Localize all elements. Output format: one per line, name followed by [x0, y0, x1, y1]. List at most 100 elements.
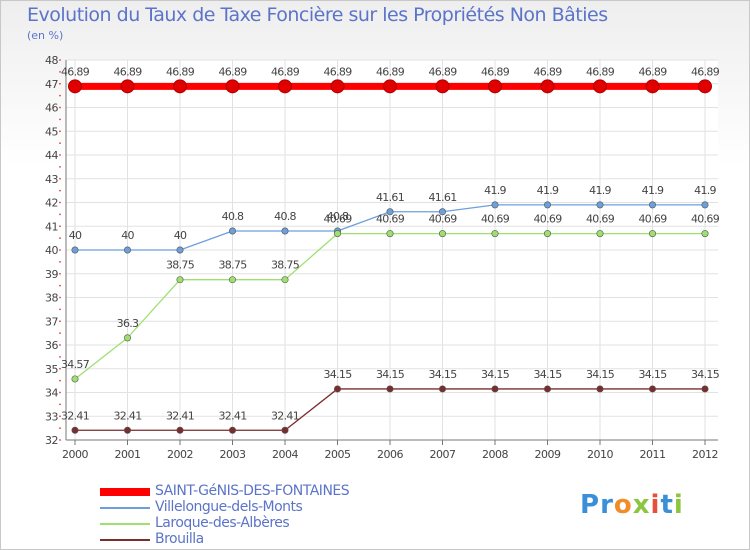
series-point-3	[229, 426, 237, 434]
series-point-0	[330, 79, 345, 94]
series-point-3	[438, 385, 446, 393]
y-tick-label: 46	[45, 102, 58, 115]
data-label-0: 46.89	[534, 65, 563, 78]
y-tick-label: 35	[45, 363, 58, 376]
logo-letter: i	[673, 490, 684, 520]
data-label-1: 40.8	[327, 210, 349, 223]
data-label-3: 34.15	[324, 368, 353, 381]
series-point-3	[596, 385, 604, 393]
data-label-2: 38.75	[166, 259, 195, 272]
axis-dot	[59, 237, 61, 240]
data-label-1: 41.9	[537, 184, 559, 197]
axis-dot	[59, 415, 61, 418]
axis-dot	[59, 367, 61, 370]
series-point-2	[543, 230, 551, 238]
y-tick-label: 41	[45, 220, 58, 233]
axis-dot	[59, 130, 61, 133]
data-label-3: 34.15	[639, 368, 668, 381]
logo-letter: i	[650, 490, 661, 520]
data-label-0: 46.89	[61, 65, 90, 78]
axis-dot	[59, 189, 61, 192]
x-tick-label: 2000	[62, 448, 88, 461]
series-point-2	[648, 230, 656, 238]
axis-dot	[59, 165, 61, 168]
series-point-1	[229, 227, 237, 235]
x-tick-label: 2006	[377, 448, 403, 461]
y-tick-label: 40	[45, 244, 58, 257]
data-label-2: 38.75	[271, 259, 300, 272]
series-point-3	[701, 385, 709, 393]
axis-dot	[59, 272, 61, 275]
data-label-0: 46.89	[324, 65, 353, 78]
data-label-0: 46.89	[586, 65, 615, 78]
legend-label: Brouilla	[155, 531, 204, 547]
series-point-1	[596, 201, 604, 209]
axis-dot	[59, 59, 61, 61]
series-point-2	[124, 334, 132, 342]
series-point-1	[701, 201, 709, 209]
legend-label: SAINT-GéNIS-DES-FONTAINES	[155, 483, 350, 499]
series-point-1	[281, 227, 289, 235]
axis-dot	[59, 213, 61, 216]
series-point-2	[71, 375, 79, 383]
data-label-2: 36.3	[117, 317, 139, 330]
legend-swatch	[100, 523, 150, 525]
data-label-3: 32.41	[166, 409, 194, 422]
data-label-0: 46.89	[639, 65, 668, 78]
series-point-2	[701, 230, 709, 238]
data-label-2: 40.69	[376, 213, 405, 226]
data-label-2: 40.69	[586, 213, 615, 226]
data-label-1: 40.8	[222, 210, 244, 223]
data-label-3: 32.41	[61, 409, 89, 422]
series-point-3	[648, 385, 656, 393]
x-tick-label: 2002	[167, 448, 193, 461]
x-tick-label: 2007	[430, 448, 456, 461]
data-label-0: 46.89	[481, 65, 510, 78]
series-point-0	[120, 79, 135, 94]
data-label-2: 34.57	[61, 358, 90, 371]
series-point-2	[333, 230, 341, 238]
axis-dot	[59, 225, 61, 228]
y-tick-label: 44	[45, 149, 58, 162]
data-label-1: 40.8	[274, 210, 296, 223]
x-tick-label: 2003	[220, 448, 246, 461]
series-point-0	[540, 79, 555, 94]
series-point-1	[176, 246, 184, 254]
x-tick-label: 2005	[325, 448, 351, 461]
chart-subtitle: (en %)	[27, 29, 64, 42]
data-label-1: 41.9	[589, 184, 611, 197]
x-tick-label: 2011	[640, 448, 666, 461]
axis-dot	[59, 391, 61, 394]
x-tick-label: 2001	[115, 448, 141, 461]
axis-dot	[59, 177, 61, 180]
series-point-2	[438, 230, 446, 238]
series-point-3	[333, 385, 341, 393]
y-tick-label: 42	[45, 197, 58, 210]
y-tick-label: 36	[45, 339, 58, 352]
y-tick-label: 32	[45, 434, 58, 447]
series-point-2	[229, 276, 237, 284]
series-point-0	[68, 79, 82, 94]
axis-dot	[59, 260, 61, 263]
axis-dot	[59, 94, 61, 97]
series-point-2	[176, 276, 184, 284]
data-label-1: 41.61	[429, 191, 457, 204]
data-label-3: 34.15	[376, 368, 405, 381]
y-tick-label: 43	[45, 173, 58, 186]
x-tick-label: 2008	[482, 448, 508, 461]
series-point-3	[124, 426, 132, 434]
axis-dot	[59, 332, 61, 335]
series-point-0	[278, 79, 292, 94]
axis-dot	[59, 106, 61, 109]
series-point-0	[645, 79, 660, 94]
series-point-0	[173, 79, 187, 94]
axis-dot	[59, 344, 61, 346]
data-label-1: 40	[121, 229, 134, 242]
series-point-3	[176, 426, 184, 434]
data-label-0: 46.89	[219, 65, 248, 78]
y-tick-label: 34	[45, 387, 58, 400]
data-label-0: 46.89	[166, 65, 195, 78]
series-point-1	[543, 201, 551, 209]
axis-dot	[59, 142, 61, 145]
